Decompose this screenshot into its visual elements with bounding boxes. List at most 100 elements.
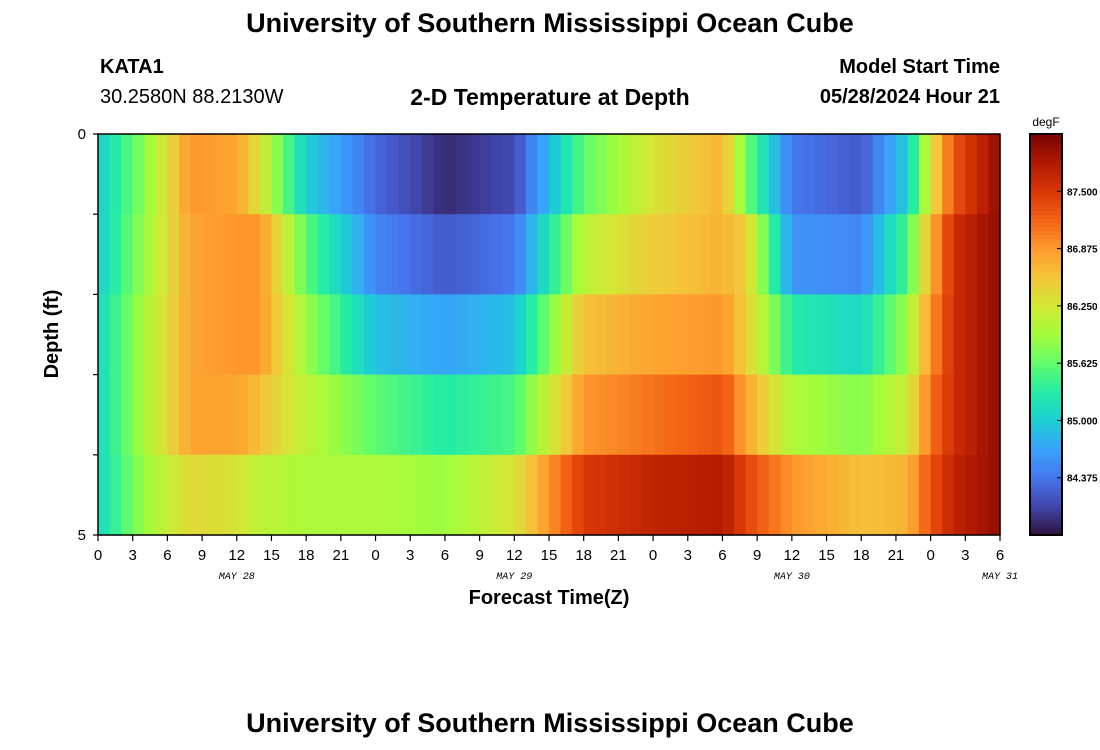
heatmap-cell — [965, 214, 978, 295]
heatmap-cell — [456, 134, 469, 215]
heatmap-cell — [734, 134, 747, 215]
heatmap-cell — [502, 294, 515, 376]
heatmap-cell — [838, 214, 851, 295]
colorbar-swatch — [1030, 398, 1062, 404]
heatmap-cell — [745, 454, 758, 536]
heatmap-cell — [456, 294, 469, 376]
heatmap-cell — [306, 134, 319, 215]
heatmap-cell — [352, 374, 365, 456]
heatmap-cell — [329, 454, 342, 536]
x-tick-label: 3 — [961, 547, 969, 564]
x-tick-label: 21 — [333, 547, 350, 564]
heatmap-cell — [953, 214, 966, 295]
heatmap-cell — [942, 214, 955, 295]
heatmap-cell — [144, 454, 157, 536]
x-tick-label: 18 — [853, 547, 870, 564]
heatmap-cell — [514, 294, 527, 376]
colorbar-swatch — [1030, 190, 1062, 195]
heatmap-cell — [479, 454, 492, 536]
heatmap-cell — [109, 134, 122, 215]
heatmap-cell — [537, 214, 550, 295]
heatmap-cell — [479, 214, 492, 295]
colorbar-swatch — [1030, 222, 1062, 227]
heatmap-cell — [283, 294, 296, 376]
heatmap-cell — [352, 214, 365, 295]
heatmap-cell — [699, 374, 712, 456]
colorbar-swatch — [1030, 410, 1062, 416]
colorbar-swatch — [1030, 230, 1062, 235]
heatmap-cell — [549, 294, 562, 376]
heatmap-cell — [641, 134, 654, 215]
heatmap-cell — [618, 294, 631, 376]
heatmap-cell — [178, 374, 192, 456]
colorbar-swatch — [1030, 282, 1062, 287]
heatmap-cell — [710, 454, 724, 536]
heatmap-cell — [387, 454, 400, 536]
y-tick-label: 0 — [78, 126, 86, 143]
heatmap-cell — [398, 134, 411, 215]
colorbar-swatch — [1030, 454, 1062, 460]
x-axis: 0 3 6 9 12 15 18 21 0 3 6 9 12 15 18 21 0 3 6 9 12 15 18 21 0 3 6 M… — [94, 535, 1018, 583]
heatmap-cell — [583, 454, 596, 536]
colorbar-swatch — [1030, 306, 1062, 312]
colorbar-tick-label: 86.875 — [1067, 245, 1098, 256]
heatmap-cell — [768, 134, 781, 215]
x-date-label: MAY 29 — [496, 572, 532, 583]
heatmap-cell — [988, 134, 1001, 215]
colorbar-swatch — [1030, 402, 1062, 408]
heatmap-cell — [132, 294, 145, 376]
heatmap-cell — [178, 134, 192, 215]
heatmap-cell — [687, 214, 700, 295]
heatmap-cell — [930, 134, 943, 215]
colorbar-swatch — [1030, 166, 1062, 171]
heatmap-cell — [363, 454, 377, 536]
heatmap-cell — [699, 134, 712, 215]
heatmap-cell — [468, 214, 481, 295]
heatmap-cell — [502, 214, 515, 295]
heatmap-cell — [236, 374, 249, 456]
x-tick-label: 0 — [649, 547, 657, 564]
colorbar-swatch — [1030, 442, 1062, 448]
heatmap-cell — [514, 454, 527, 536]
heatmap-cell — [525, 294, 539, 376]
heatmap-cell — [155, 374, 168, 456]
heatmap-cell — [514, 134, 527, 215]
heatmap-cell — [930, 214, 943, 295]
heatmap-cell — [757, 454, 770, 536]
colorbar-swatch — [1030, 482, 1062, 488]
colorbar-swatch — [1030, 250, 1062, 255]
heatmap-cell — [132, 454, 145, 536]
heatmap-cell — [907, 454, 920, 536]
heatmap-cell — [410, 374, 423, 456]
heatmap-cell — [525, 374, 539, 456]
heatmap-cell — [294, 294, 307, 376]
heatmap-cell — [942, 374, 955, 456]
heatmap-cell — [895, 454, 909, 536]
colorbar-swatch — [1030, 502, 1062, 508]
heatmap-cell — [641, 214, 654, 295]
colorbar-swatch — [1030, 394, 1062, 400]
heatmap-cell — [965, 454, 978, 536]
heatmap-cell — [271, 374, 284, 456]
heatmap-cell — [734, 214, 747, 295]
heatmap-cell — [144, 294, 157, 376]
x-date-label: MAY 30 — [774, 572, 810, 583]
heatmap-cell — [98, 134, 111, 215]
heatmap-cell — [468, 454, 481, 536]
heatmap-cell — [653, 214, 666, 295]
heatmap-cell — [861, 454, 874, 536]
colorbar-swatch — [1030, 318, 1062, 324]
heatmap-cell — [190, 134, 203, 215]
heatmap-cell — [595, 374, 608, 456]
heatmap-cell — [583, 374, 596, 456]
x-tick-label: 12 — [506, 547, 523, 564]
heatmap-cell — [387, 134, 400, 215]
heatmap-cell — [965, 374, 978, 456]
heatmap-cell — [340, 214, 354, 295]
heatmap-cell — [421, 454, 434, 536]
heatmap-cell — [826, 454, 839, 536]
heatmap-cell — [248, 134, 261, 215]
heatmap-cell — [734, 374, 747, 456]
heatmap-cell — [202, 134, 215, 215]
heatmap-cell — [433, 454, 446, 536]
